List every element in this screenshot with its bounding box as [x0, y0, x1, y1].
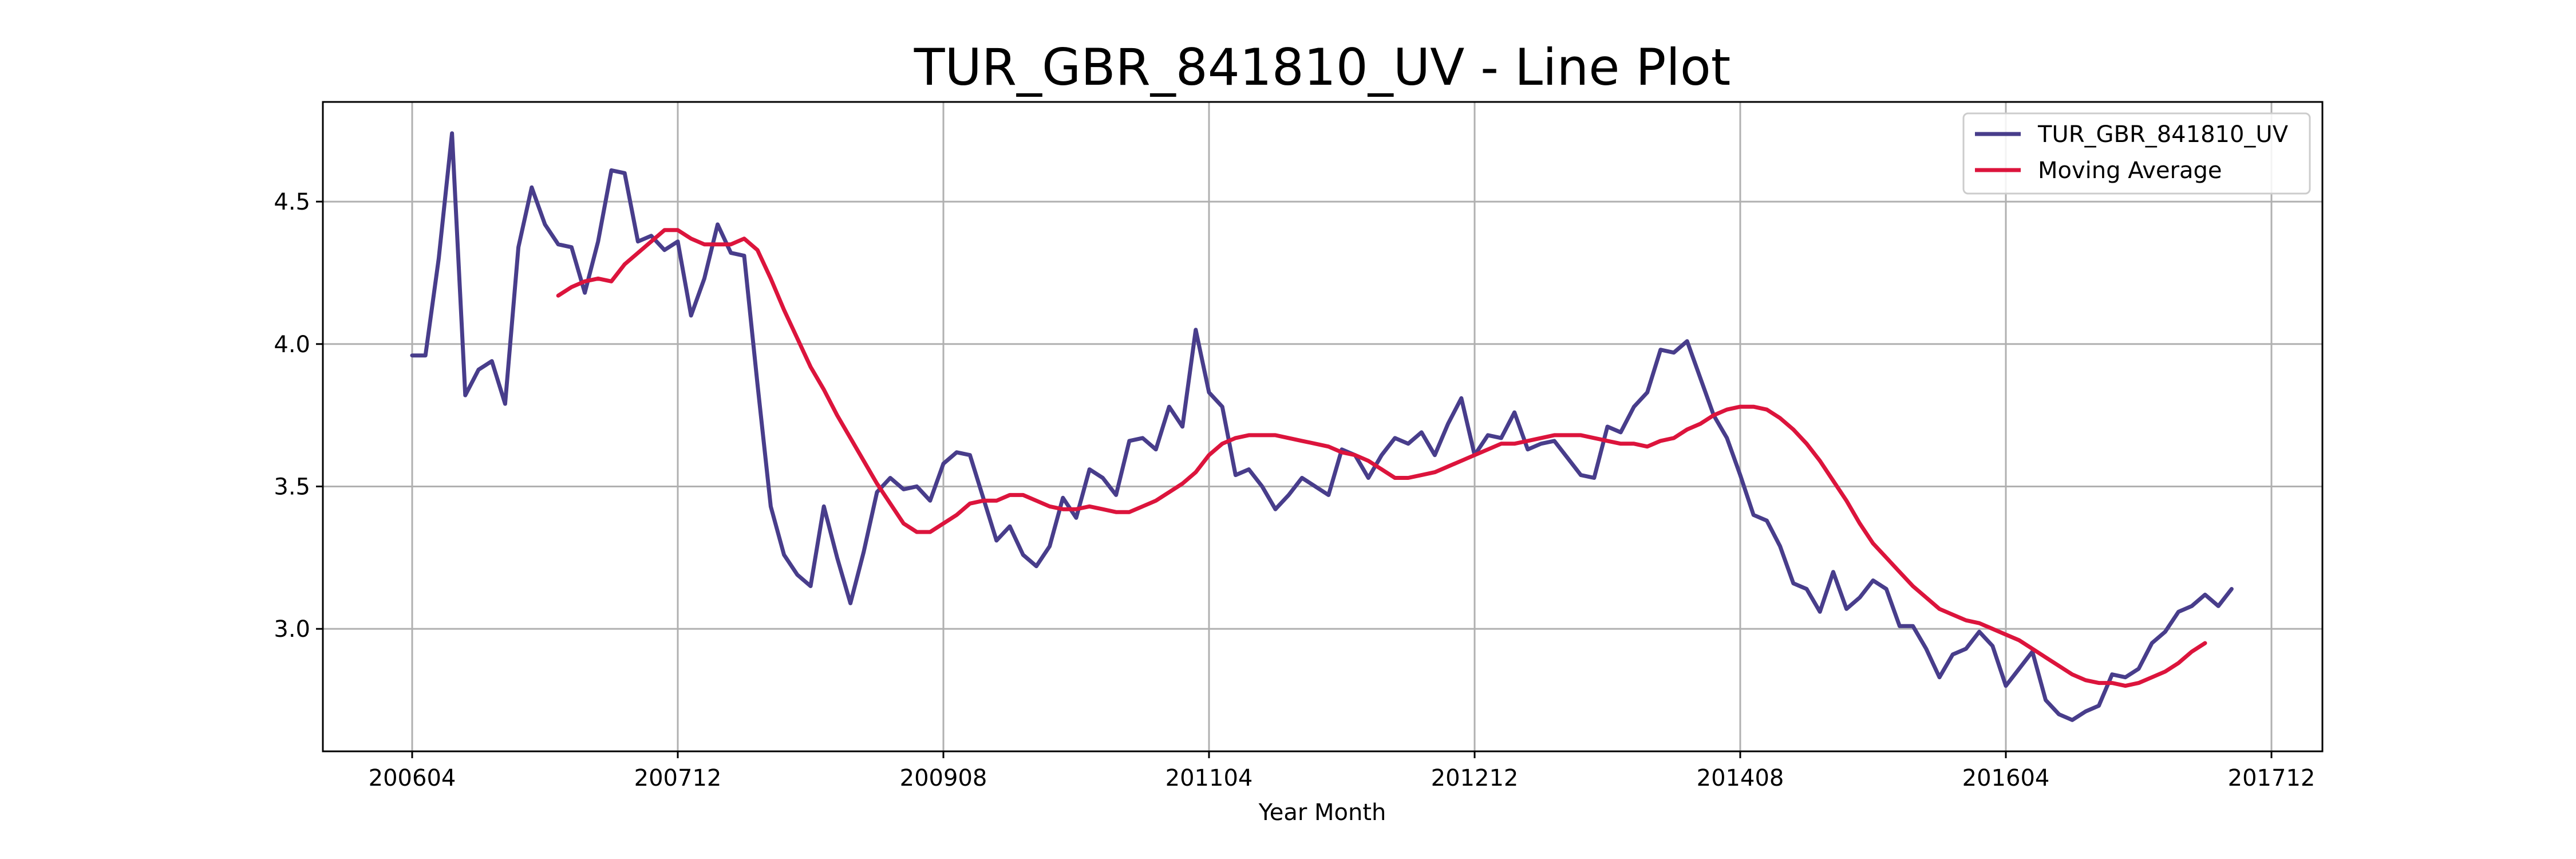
grid-lines	[323, 102, 2322, 751]
legend-frame	[1962, 112, 2311, 195]
x-tick-label: 201212	[1431, 765, 1519, 791]
legend-label-series-1: Moving Average	[2038, 157, 2222, 184]
x-axis-label: Year Month	[1258, 799, 1386, 826]
y-tick-label: 4.5	[274, 189, 310, 215]
x-tick-label: 201104	[1165, 765, 1253, 791]
x-tick-label: 200712	[634, 765, 722, 791]
y-tick-label: 4.0	[274, 332, 310, 358]
axis-ticks: 200604 200712 200908 201104 201212 201408 2016…	[274, 189, 2315, 791]
plot-area-frame	[322, 101, 2324, 752]
x-tick-label: 200908	[900, 765, 987, 791]
series-line-0	[410, 131, 2234, 722]
y-tick-label: 3.5	[274, 474, 310, 500]
series-line-1	[556, 228, 2207, 688]
chart-title: TUR_GBR_841810_UV - Line Plot	[914, 38, 1730, 97]
x-tick-label: 201712	[2228, 765, 2316, 791]
x-tick-label: 201604	[1962, 765, 2050, 791]
series-lines	[410, 131, 2234, 722]
x-tick-label: 201408	[1697, 765, 1784, 791]
legend: TUR_GBR_841810_UV Moving Average	[1962, 112, 2311, 195]
x-tick-label: 200604	[369, 765, 456, 791]
legend-label-series-0: TUR_GBR_841810_UV	[2037, 121, 2289, 148]
y-tick-label: 3.0	[274, 616, 310, 643]
